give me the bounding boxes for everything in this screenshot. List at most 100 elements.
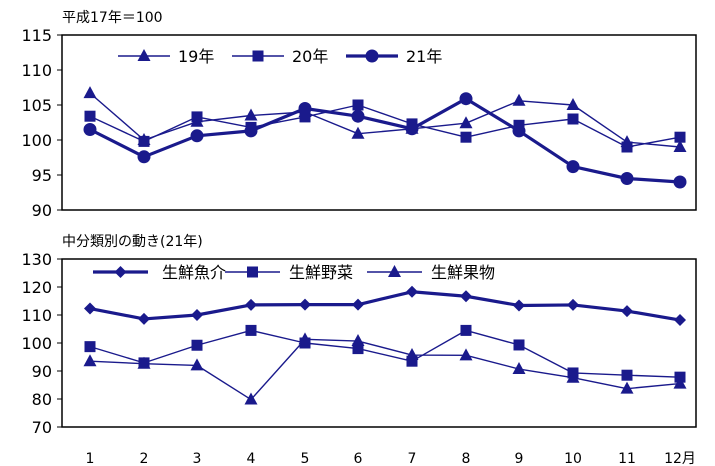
legend-item: 19年 [118,47,214,66]
data-point [83,123,97,136]
chart-subcategory-movement: 中分類別の動き(21年) 70 80 90 100 110 120 130 生鮮魚介 生鮮野菜… [21,234,697,437]
data-point [352,298,364,311]
data-point [512,362,526,375]
legend-label: 19年 [178,47,214,66]
data-point [513,339,525,351]
y-tick-label: 100 [21,334,52,353]
y-tick-label: 80 [32,390,52,409]
chart1-plot-frame [61,34,697,211]
data-point [566,160,580,174]
data-point [83,86,97,99]
data-point [566,370,580,383]
legend-label: 生鮮魚介 [162,263,226,282]
legend-label: 20年 [292,47,328,66]
data-point [566,98,580,110]
chart1-title: 平成17年＝100 [62,10,163,26]
series-triangle [83,332,687,405]
data-point [673,175,687,189]
series-line [89,338,681,401]
data-point [244,108,258,121]
data-point [460,290,472,303]
data-point [674,314,686,327]
y-tick-label: 95 [32,166,52,185]
data-point [405,122,419,136]
chart1-series-layer [83,86,687,189]
data-point [191,309,203,321]
data-point [137,356,151,369]
data-point [673,140,687,152]
chart2-y-axis: 70 80 90 100 110 120 130 [21,250,62,437]
y-tick-label: 120 [21,278,52,297]
x-tick-label: 7 [408,451,417,466]
y-tick-label: 110 [21,61,52,80]
series-circle [83,92,687,189]
series-line [89,104,681,148]
data-point [406,285,418,298]
data-point [83,354,97,367]
data-point [299,298,311,311]
data-point [621,369,633,381]
chart-index-by-year: 平成17年＝100 90 95 100 105 110 115 19年 20年 21年 [21,10,697,220]
data-point [512,93,526,106]
legend-item: 生鮮果物 [367,263,495,282]
data-point [459,116,473,129]
data-point [459,348,473,361]
data-point [351,126,365,139]
series-diamond [84,285,686,327]
x-axis-month-labels: 1 2 3 4 5 6 7 8 9 10 11 12月 [86,451,696,466]
series-line [89,97,681,184]
data-point [137,150,151,164]
data-point [84,341,96,353]
data-point [512,124,526,138]
x-tick-label: 8 [462,451,471,466]
data-point [298,332,312,345]
data-point [351,334,365,347]
data-point [298,102,312,115]
series-line [89,92,681,148]
data-point [352,343,364,355]
data-point [406,355,418,367]
y-tick-label: 110 [21,306,52,325]
data-point [351,109,365,123]
legend-label: 生鮮果物 [431,263,495,282]
legend-item: 生鮮魚介 [93,263,226,282]
x-tick-label: 6 [354,451,363,466]
data-point [191,339,203,351]
legend-label: 生鮮野菜 [289,263,353,282]
legend-marker [114,266,127,278]
data-point [84,302,96,315]
legend-marker [388,265,401,277]
data-point [620,172,634,185]
legend-marker [247,266,258,278]
data-point [674,131,686,143]
chart2-series-layer [83,285,687,405]
x-tick-label: 3 [193,451,202,466]
data-point [191,111,203,123]
y-tick-label: 130 [21,250,52,269]
data-point [138,312,150,325]
data-point [513,299,525,312]
data-point [352,99,364,111]
chart1-legend: 19年 20年 21年 [118,47,442,66]
data-point [567,298,579,311]
data-point [244,124,258,138]
legend-item: 生鮮野菜 [225,263,353,282]
x-tick-label: 1 [86,451,95,466]
data-point [244,392,258,405]
chart1-y-axis: 90 95 100 105 110 115 [21,26,62,220]
y-tick-label: 70 [32,418,52,437]
data-point [673,376,687,389]
data-point [138,135,150,147]
data-point [620,381,634,394]
data-point [84,110,96,122]
data-point [567,113,579,125]
x-tick-label: 11 [618,451,636,466]
data-point [245,298,257,311]
data-point [405,348,419,361]
legend-marker [137,49,151,61]
y-tick-label: 90 [32,201,52,220]
y-tick-label: 105 [21,96,52,115]
legend-marker [365,49,379,63]
series-square [84,99,686,153]
